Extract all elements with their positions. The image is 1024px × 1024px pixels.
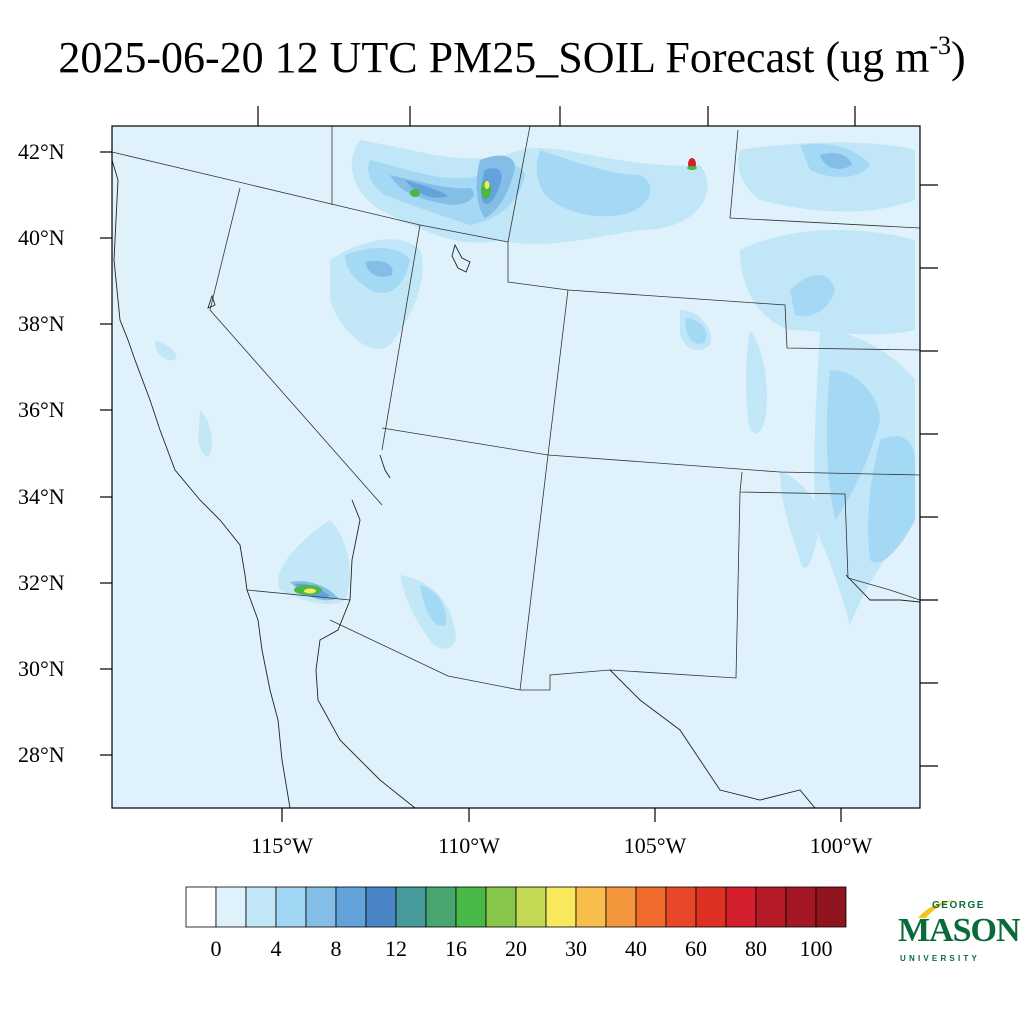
concentration-shading bbox=[155, 140, 915, 649]
lat-label-42: 42°N bbox=[18, 139, 65, 164]
state-boundaries bbox=[112, 126, 920, 691]
lat-label-36: 36°N bbox=[18, 397, 65, 422]
colorbar bbox=[185, 886, 847, 928]
colorbar-swatch bbox=[635, 886, 667, 928]
colorbar-swatch bbox=[305, 886, 337, 928]
colorbar-swatch bbox=[755, 886, 787, 928]
colorbar-swatch bbox=[545, 886, 577, 928]
lon-label-105w: 105°W bbox=[623, 833, 687, 858]
logo-line-mason: MASON bbox=[898, 912, 1021, 949]
colorbar-swatch bbox=[515, 886, 547, 928]
lon-label-110w: 110°W bbox=[438, 833, 500, 858]
colorbar-swatch bbox=[665, 886, 697, 928]
colorbar-swatch bbox=[275, 886, 307, 928]
logo-line-george: GEORGE bbox=[932, 900, 985, 911]
colorbar-swatch bbox=[725, 886, 757, 928]
lon-label-115w: 115°W bbox=[251, 833, 313, 858]
lat-label-38: 38°N bbox=[18, 311, 65, 336]
colorbar-swatch bbox=[575, 886, 607, 928]
colorbar-label-100: 100 bbox=[799, 936, 833, 961]
lat-label-40: 40°N bbox=[18, 225, 65, 250]
colorbar-swatch bbox=[455, 886, 487, 928]
colorbar-label-80: 80 bbox=[745, 936, 767, 961]
colorbar-label-20: 20 bbox=[505, 936, 527, 961]
colorbar-swatch bbox=[365, 886, 397, 928]
lat-label-34: 34°N bbox=[18, 484, 65, 509]
colorbar-swatch bbox=[185, 886, 217, 928]
colorbar-label-4: 4 bbox=[270, 936, 282, 961]
coastlines bbox=[112, 159, 920, 808]
map-frame bbox=[111, 125, 921, 809]
colorbar-label-16: 16 bbox=[445, 936, 467, 961]
swoosh-icon bbox=[918, 900, 954, 918]
gmu-logo: GEORGE MASON UNIVERSITY bbox=[898, 898, 1021, 970]
lat-label-30: 30°N bbox=[18, 656, 65, 681]
lon-label-100w: 100°W bbox=[809, 833, 873, 858]
colorbar-swatch bbox=[605, 886, 637, 928]
colorbar-label-12: 12 bbox=[385, 936, 407, 961]
colorbar-swatch bbox=[245, 886, 277, 928]
lat-label-28: 28°N bbox=[18, 742, 65, 767]
colorbar-swatch bbox=[395, 886, 427, 928]
colorbar-label-60: 60 bbox=[685, 936, 707, 961]
colorbar-swatch bbox=[425, 886, 457, 928]
colorbar-swatch bbox=[695, 886, 727, 928]
colorbar-swatch bbox=[785, 886, 817, 928]
colorbar-label-8: 8 bbox=[330, 936, 342, 961]
colorbar-swatch bbox=[335, 886, 367, 928]
colorbar-label-0: 0 bbox=[210, 936, 222, 961]
colorbar-swatch bbox=[485, 886, 517, 928]
logo-line-university: UNIVERSITY bbox=[900, 954, 981, 963]
lat-label-32: 32°N bbox=[18, 570, 65, 595]
colorbar-label-40: 40 bbox=[625, 936, 647, 961]
colorbar-label-30: 30 bbox=[565, 936, 587, 961]
frame-ticks bbox=[100, 106, 938, 822]
great-salt-lake bbox=[451, 243, 471, 273]
colorbar-swatch bbox=[215, 886, 247, 928]
colorbar-swatch bbox=[815, 886, 847, 928]
map-title: 2025-06-20 12 UTC PM25_SOIL Forecast (ug… bbox=[58, 31, 966, 83]
